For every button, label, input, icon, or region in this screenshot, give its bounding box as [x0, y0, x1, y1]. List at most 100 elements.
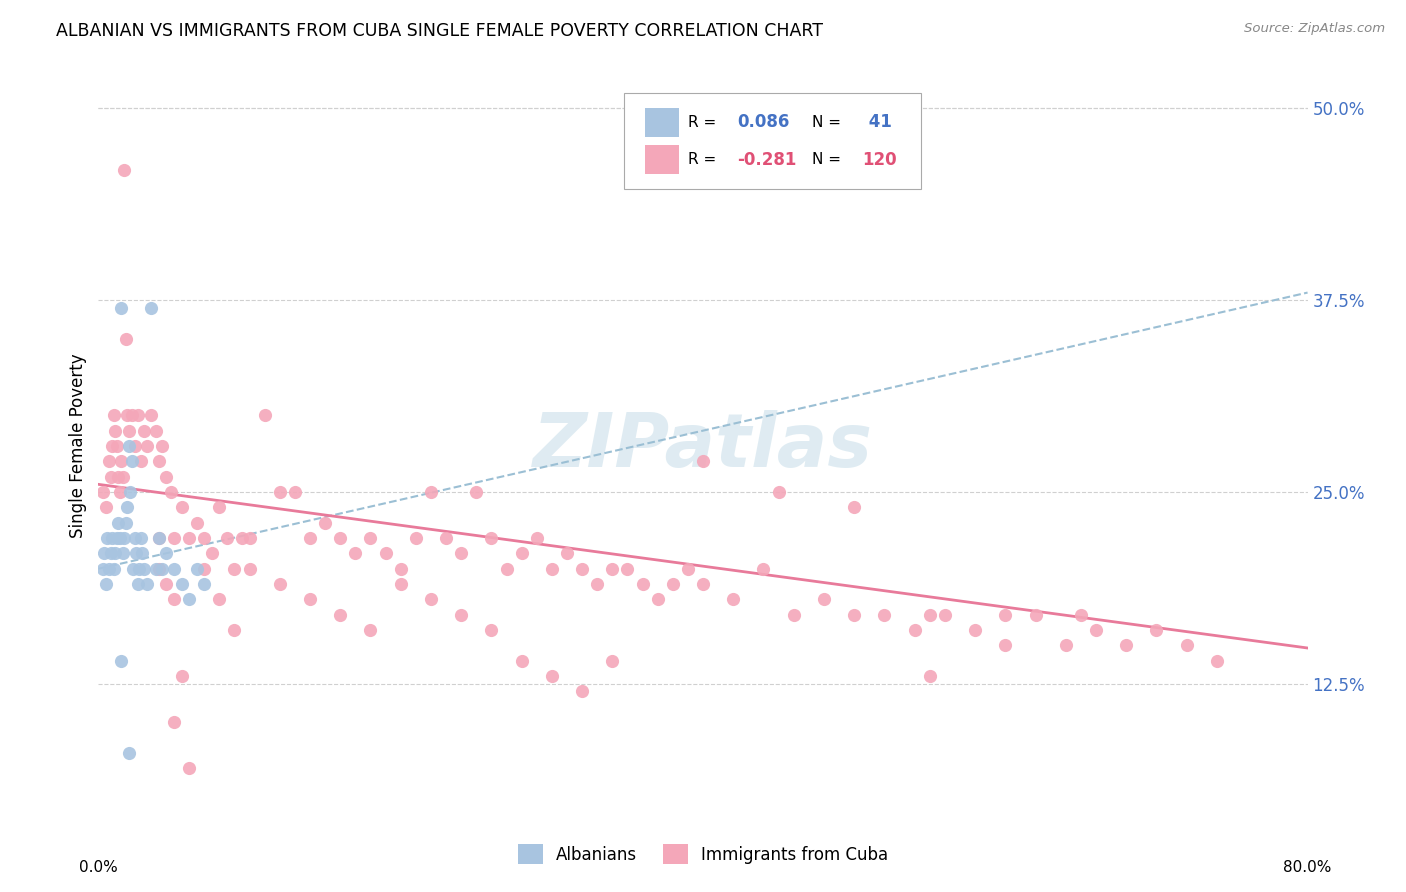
Point	[101, 439, 124, 453]
Point	[148, 531, 170, 545]
Point	[94, 577, 117, 591]
FancyBboxPatch shape	[624, 93, 921, 189]
Point	[186, 516, 208, 530]
Point	[104, 546, 127, 560]
Point	[114, 516, 136, 530]
Point	[329, 531, 352, 545]
Point	[179, 531, 201, 545]
Point	[405, 531, 427, 545]
Point	[586, 577, 609, 591]
Point	[120, 485, 142, 500]
Point	[100, 469, 122, 483]
Bar	[645, 145, 679, 175]
Point	[170, 500, 193, 515]
Point	[135, 439, 157, 453]
Text: Source: ZipAtlas.com: Source: ZipAtlas.com	[1244, 22, 1385, 36]
Point	[150, 439, 173, 453]
Point	[208, 500, 231, 515]
Point	[110, 301, 132, 315]
Point	[239, 562, 262, 576]
Point	[148, 562, 170, 576]
Point	[121, 409, 143, 423]
Point	[904, 623, 927, 637]
Point	[314, 516, 336, 530]
Legend: Albanians, Immigrants from Cuba: Albanians, Immigrants from Cuba	[512, 838, 894, 871]
Text: ALBANIAN VS IMMIGRANTS FROM CUBA SINGLE FEMALE POVERTY CORRELATION CHART: ALBANIAN VS IMMIGRANTS FROM CUBA SINGLE …	[56, 22, 824, 40]
Text: 41: 41	[863, 113, 891, 131]
Point	[118, 424, 141, 438]
Point	[510, 654, 533, 668]
Point	[918, 607, 941, 622]
Text: R =: R =	[689, 115, 721, 129]
Point	[122, 562, 145, 576]
Bar	[645, 108, 679, 136]
Point	[193, 577, 215, 591]
Text: N =: N =	[811, 153, 845, 168]
Point	[108, 531, 131, 545]
Point	[170, 669, 193, 683]
Point	[844, 500, 866, 515]
Point	[127, 577, 149, 591]
Point	[163, 592, 186, 607]
Point	[602, 562, 624, 576]
Text: ZIPatlas: ZIPatlas	[533, 409, 873, 483]
Text: N =: N =	[811, 115, 845, 129]
Text: 80.0%: 80.0%	[1284, 860, 1331, 875]
Point	[114, 332, 136, 346]
Point	[94, 500, 117, 515]
Point	[105, 531, 128, 545]
Point	[420, 485, 443, 500]
Point	[253, 409, 276, 423]
Point	[118, 746, 141, 760]
Point	[132, 424, 155, 438]
Point	[103, 409, 125, 423]
Point	[647, 592, 669, 607]
Point	[555, 546, 578, 560]
Point	[98, 562, 121, 576]
Point	[193, 562, 215, 576]
Point	[1054, 639, 1077, 653]
Point	[994, 607, 1017, 622]
Point	[918, 669, 941, 683]
Point	[128, 562, 150, 576]
Point	[450, 607, 472, 622]
Point	[1144, 623, 1167, 637]
Point	[1024, 607, 1046, 622]
Point	[389, 562, 412, 576]
Point	[111, 546, 134, 560]
Point	[110, 654, 132, 668]
Point	[208, 592, 231, 607]
Text: 0.086: 0.086	[737, 113, 789, 131]
Point	[1175, 639, 1198, 653]
Point	[91, 485, 114, 500]
Point	[163, 562, 186, 576]
Point	[934, 607, 956, 622]
Point	[239, 531, 262, 545]
Point	[540, 562, 562, 576]
Point	[129, 531, 152, 545]
Point	[145, 424, 167, 438]
Point	[389, 577, 412, 591]
Point	[224, 562, 246, 576]
Point	[186, 562, 208, 576]
Point	[150, 562, 173, 576]
Point	[107, 516, 129, 530]
Point	[692, 454, 714, 468]
Point	[96, 531, 118, 545]
Point	[170, 577, 193, 591]
Point	[132, 562, 155, 576]
Point	[93, 546, 115, 560]
Point	[329, 607, 352, 622]
Point	[571, 562, 593, 576]
Point	[121, 454, 143, 468]
Point	[112, 531, 135, 545]
Point	[163, 531, 186, 545]
Point	[179, 592, 201, 607]
Point	[420, 592, 443, 607]
Point	[148, 454, 170, 468]
Point	[155, 546, 177, 560]
Point	[155, 577, 177, 591]
Point	[844, 607, 866, 622]
Point	[179, 761, 201, 775]
Point	[783, 607, 806, 622]
